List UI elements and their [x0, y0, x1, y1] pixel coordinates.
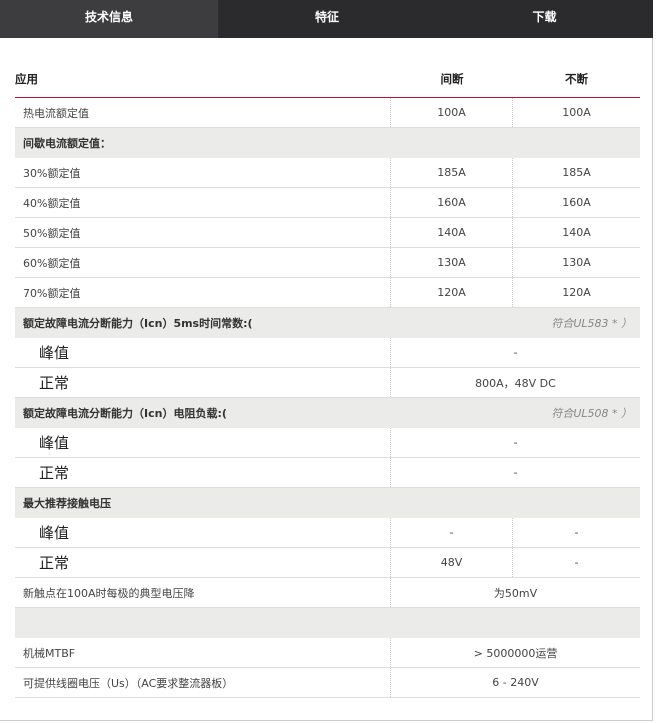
table-row: 峰值 -	[15, 338, 640, 368]
row-label: 40%额定值	[15, 188, 391, 217]
spec-table: 应用 间断 不断 热电流额定值 100A 100A 间歇电流额定值： 30%额定值 185…	[15, 60, 640, 698]
header-continuous: 不断	[565, 71, 588, 86]
intermittent-value: 140A	[391, 218, 513, 247]
row-label: 可提供线圈电压（Us）（AC要求整流器板）	[15, 668, 391, 697]
continuous-value: 140A	[562, 226, 591, 239]
table-row: 新触点在100A时每极的典型电压降 为50mV	[15, 578, 640, 608]
section-label: 额定故障电流分断能力（Icn）5ms时间常数:(	[23, 317, 253, 330]
table-row: 正常 48V -	[15, 548, 640, 578]
table-row: 40%额定值 160A 160A	[15, 188, 640, 218]
table-row: 30%额定值 185A 185A	[15, 158, 640, 188]
intermittent-value: 185A	[391, 158, 513, 187]
row-label: 正常	[15, 548, 391, 577]
row-label: 50%额定值	[15, 218, 391, 247]
table-row: 60%额定值 130A 130A	[15, 248, 640, 278]
row-label: 70%额定值	[15, 278, 391, 307]
section-label: 额定故障电流分断能力（Icn）电阻负载:(	[23, 407, 227, 420]
row-label: 峰值	[15, 428, 391, 457]
section-label: 最大推荐接触电压	[23, 497, 111, 510]
row-value: 800A，48V DC	[475, 376, 556, 390]
continuous-value: 160A	[562, 196, 591, 209]
header-intermittent: 间断	[440, 71, 464, 86]
row-value: -	[513, 466, 518, 479]
intermittent-value: 48V	[391, 548, 513, 577]
continuous-value: -	[574, 556, 579, 569]
intermittent-value: 160A	[391, 188, 513, 217]
tab-features[interactable]: 特征	[314, 10, 339, 24]
row-value: 为50mV	[493, 586, 538, 600]
tab-bar: 技术信息 特征 下载	[0, 0, 653, 38]
intermittent-value: -	[391, 518, 513, 547]
continuous-value: -	[574, 526, 579, 539]
section-note: 符合UL508 * ）	[551, 407, 632, 420]
section-note: 符合UL583 * ）	[551, 317, 632, 330]
table-row: 热电流额定值 100A 100A	[15, 98, 640, 128]
table-row: 70%额定值 120A 120A	[15, 278, 640, 308]
section-row: 额定故障电流分断能力（Icn）电阻负载:( 符合UL508 * ）	[15, 398, 640, 428]
continuous-value: 130A	[562, 256, 591, 269]
table-row: 峰值 - -	[15, 518, 640, 548]
row-label: 热电流额定值	[15, 98, 391, 127]
intermittent-value: 120A	[391, 278, 513, 307]
row-value: -	[513, 346, 518, 359]
continuous-value: 100A	[562, 106, 591, 119]
row-label: 新触点在100A时每极的典型电压降	[15, 578, 391, 607]
table-header: 应用 间断 不断	[15, 60, 640, 98]
section-row: 间歇电流额定值：	[15, 128, 640, 158]
row-label: 峰值	[15, 338, 391, 367]
row-label: 机械MTBF	[15, 638, 391, 667]
section-label: 间歇电流额定值：	[23, 137, 111, 150]
section-row	[15, 608, 640, 638]
table-row: 正常 -	[15, 458, 640, 488]
table-row: 峰值 -	[15, 428, 640, 458]
row-value: -	[513, 436, 518, 449]
table-row: 正常 800A，48V DC	[15, 368, 640, 398]
table-row: 50%额定值 140A 140A	[15, 218, 640, 248]
section-row: 最大推荐接触电压	[15, 488, 640, 518]
row-label: 30%额定值	[15, 158, 391, 187]
section-row: 额定故障电流分断能力（Icn）5ms时间常数:( 符合UL583 * ）	[15, 308, 640, 338]
tab-technical-info[interactable]: 技术信息	[0, 0, 218, 38]
row-label: 正常	[15, 458, 391, 487]
row-label: 正常	[15, 368, 391, 397]
continuous-value: 120A	[562, 286, 591, 299]
intermittent-value: 100A	[391, 98, 513, 127]
table-row: 机械MTBF > 5000000运营	[15, 638, 640, 668]
table-row: 可提供线圈电压（Us）（AC要求整流器板） 6 - 240V	[15, 668, 640, 698]
row-value: 6 - 240V	[492, 676, 539, 689]
row-value: > 5000000运营	[473, 646, 558, 660]
header-application: 应用	[15, 71, 38, 86]
tab-downloads[interactable]: 下载	[532, 10, 557, 24]
row-label: 峰值	[15, 518, 391, 547]
row-label: 60%额定值	[15, 248, 391, 277]
intermittent-value: 130A	[391, 248, 513, 277]
continuous-value: 185A	[562, 166, 591, 179]
table-body: 热电流额定值 100A 100A 间歇电流额定值： 30%额定值 185A 185A 40%额…	[15, 98, 640, 698]
